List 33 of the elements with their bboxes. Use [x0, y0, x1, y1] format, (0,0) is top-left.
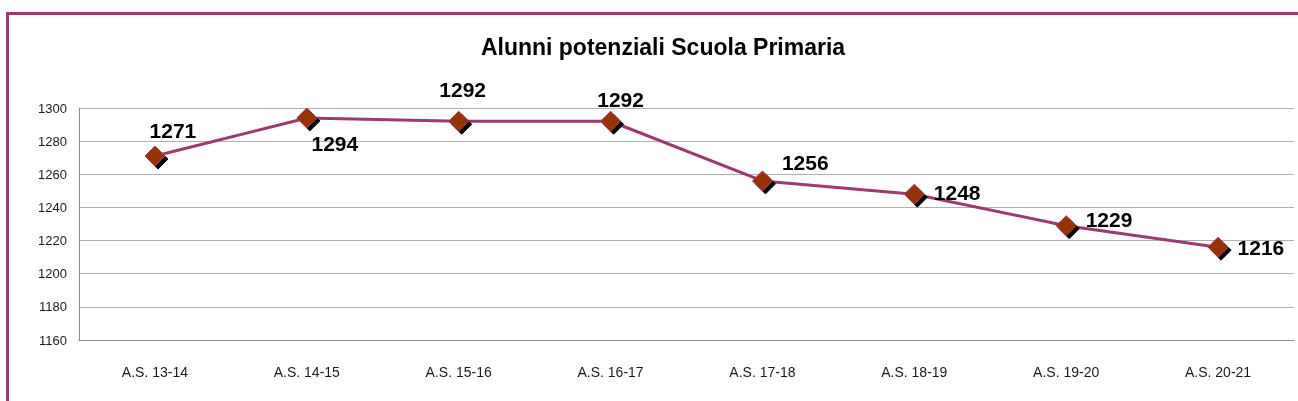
x-tick-label: A.S. 16-17 — [577, 364, 644, 380]
point — [751, 170, 773, 192]
data-label: 1271 — [149, 118, 197, 142]
point — [448, 110, 470, 132]
x-tick-label: A.S. 17-18 — [729, 364, 796, 380]
data-label: 1229 — [1085, 208, 1133, 232]
x-tick-label: A.S. 15-16 — [425, 364, 492, 380]
y-tick-label: 1240 — [38, 199, 67, 215]
data-label: 1216 — [1237, 235, 1285, 259]
chart-title: Alunni potenziali Scuola Primaria — [480, 33, 846, 60]
y-tick-label: 1280 — [38, 133, 67, 149]
data-label: 1292 — [597, 87, 644, 111]
x-tick-label: A.S. 14-15 — [273, 364, 341, 380]
y-tick-label: 1200 — [38, 266, 67, 282]
y-tick-label: 1220 — [38, 233, 67, 249]
point — [903, 183, 925, 205]
data-label: 1248 — [933, 180, 981, 204]
point — [600, 110, 622, 132]
y-tick-label: 1180 — [39, 299, 67, 315]
point — [296, 107, 318, 129]
x-tick-label: A.S. 13-14 — [121, 364, 189, 380]
x-tick-label: A.S. 20-21 — [1184, 364, 1252, 380]
point — [144, 145, 166, 167]
y-tick-label: 1160 — [39, 332, 67, 348]
point — [1055, 215, 1077, 237]
x-tick-label: A.S. 19-20 — [1033, 364, 1100, 380]
y-tick-label: 1260 — [38, 166, 67, 182]
y-tick-label: 1300 — [38, 100, 67, 116]
data-label: 1294 — [311, 132, 359, 156]
data-label: 1256 — [781, 151, 829, 175]
point — [1207, 236, 1229, 258]
data-label: 1292 — [439, 77, 487, 101]
x-tick-label: A.S. 18-19 — [881, 364, 948, 380]
